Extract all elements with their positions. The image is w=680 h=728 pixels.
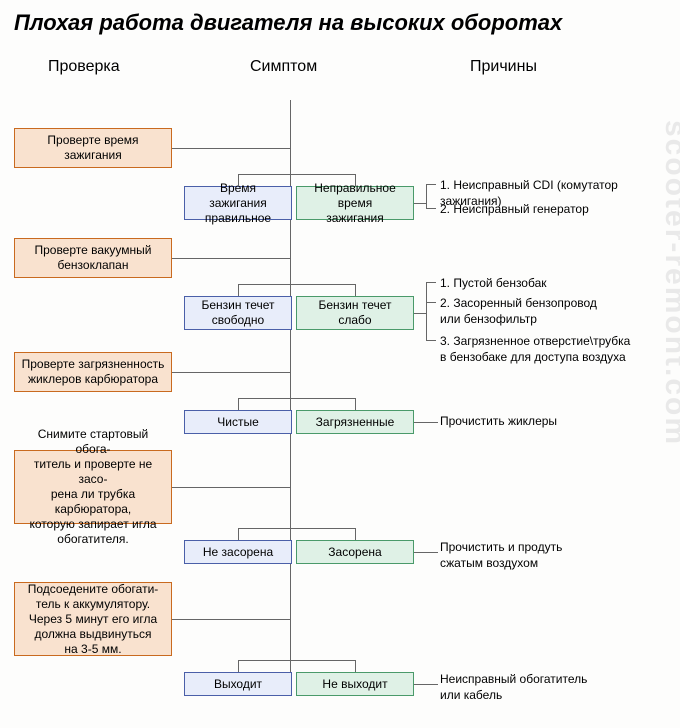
connector-line (414, 422, 426, 423)
cause-1-2: 3. Загрязненное отверстие\трубка в бензо… (440, 334, 670, 365)
symptom-left-0: Время зажигания правильное (184, 186, 292, 220)
symptom-right-3: Засорена (296, 540, 414, 564)
connector-line (414, 552, 426, 553)
cause-0-1: 2. Неисправный генератор (440, 202, 670, 218)
connector-line (238, 398, 239, 410)
header-cause: Причины (470, 58, 537, 76)
connector-line (290, 220, 291, 284)
connector-line (290, 434, 291, 528)
connector-line (290, 100, 291, 110)
symptom-left-1: Бензин течет свободно (184, 296, 292, 330)
connector-line (238, 398, 355, 399)
connector-line (238, 528, 355, 529)
check-box-2: Проверте загрязненность жиклеров карбюра… (14, 352, 172, 392)
connector-line (172, 372, 290, 373)
connector-line (426, 282, 427, 340)
connector-line (172, 487, 290, 488)
connector-line (355, 284, 356, 296)
connector-line (426, 552, 438, 553)
connector-line (355, 528, 356, 540)
connector-line (426, 684, 438, 685)
connector-line (172, 148, 290, 149)
connector-line (426, 184, 436, 185)
connector-line (426, 422, 438, 423)
connector-line (238, 174, 355, 175)
connector-line (238, 174, 239, 186)
connector-line (238, 284, 355, 285)
connector-line (355, 174, 356, 186)
cause-1-0: 1. Пустой бензобак (440, 276, 670, 292)
symptom-right-1: Бензин течет слабо (296, 296, 414, 330)
connector-line (426, 282, 436, 283)
symptom-left-2: Чистые (184, 410, 292, 434)
connector-line (414, 203, 426, 204)
connector-line (238, 528, 239, 540)
page-title: Плохая работа двигателя на высоких оборо… (0, 0, 680, 40)
symptom-right-4: Не выходит (296, 672, 414, 696)
header-check: Проверка (48, 58, 120, 76)
connector-line (426, 184, 427, 208)
connector-line (238, 660, 239, 672)
symptom-left-3: Не засорена (184, 540, 292, 564)
connector-line (290, 330, 291, 398)
connector-line (414, 684, 426, 685)
connector-line (238, 284, 239, 296)
connector-line (426, 208, 436, 209)
connector-line (172, 258, 290, 259)
cause-4-0: Неисправный обогатитель или кабель (440, 672, 670, 703)
check-box-4: Подсоедените обогати- тель к аккумулятор… (14, 582, 172, 656)
connector-line (290, 564, 291, 660)
connector-line (238, 660, 355, 661)
cause-1-1: 2. Засоренный бензопровод или бензофильт… (440, 296, 670, 327)
cause-3-0: Прочистить и продуть сжатым воздухом (440, 540, 670, 571)
header-symptom: Симптом (250, 58, 317, 76)
check-box-0: Проверте время зажигания (14, 128, 172, 168)
connector-line (355, 398, 356, 410)
symptom-right-2: Загрязненные (296, 410, 414, 434)
symptom-right-0: Неправильное время зажигания (296, 186, 414, 220)
check-box-1: Проверте вакуумный бензоклапан (14, 238, 172, 278)
connector-line (355, 660, 356, 672)
connector-line (172, 619, 290, 620)
connector-line (426, 340, 436, 341)
cause-2-0: Прочистить жиклеры (440, 414, 670, 430)
connector-line (426, 302, 436, 303)
symptom-left-4: Выходит (184, 672, 292, 696)
check-box-3: Снимите стартовый обога- титель и провер… (14, 450, 172, 524)
connector-line (414, 313, 426, 314)
